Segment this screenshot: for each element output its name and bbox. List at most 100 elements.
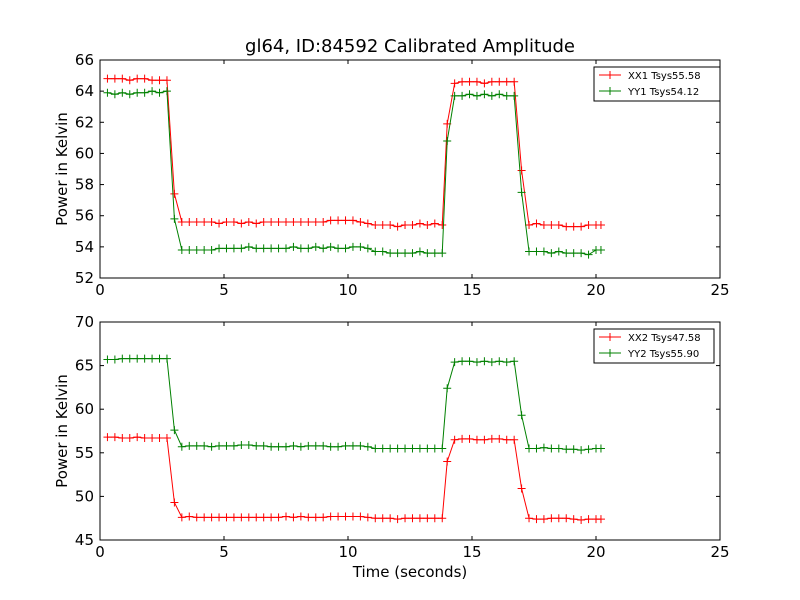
data-point xyxy=(430,444,439,453)
data-point xyxy=(401,249,410,258)
data-point xyxy=(237,244,246,253)
data-point xyxy=(423,221,432,230)
data-point xyxy=(371,221,380,230)
series-line-2 xyxy=(107,358,601,451)
data-point xyxy=(393,249,402,258)
data-point xyxy=(162,433,171,442)
y-tick-label: 50 xyxy=(75,487,94,505)
data-point xyxy=(378,247,387,256)
data-point xyxy=(133,88,142,97)
x-tick-label: 25 xyxy=(710,543,729,561)
data-point xyxy=(252,219,261,228)
data-point xyxy=(596,221,605,230)
data-point xyxy=(554,247,563,256)
data-point xyxy=(200,217,209,226)
data-point xyxy=(502,358,511,367)
data-point xyxy=(438,514,447,523)
data-point xyxy=(596,245,605,254)
data-point xyxy=(495,357,504,366)
data-point xyxy=(267,513,276,522)
data-point xyxy=(207,217,216,226)
data-point xyxy=(319,441,328,450)
data-point xyxy=(596,444,605,453)
data-point xyxy=(408,444,417,453)
data-point xyxy=(110,355,119,364)
legend-label: YY1 Tsys54.12 xyxy=(627,87,699,98)
data-point xyxy=(408,249,417,258)
data-point xyxy=(438,444,447,453)
data-point xyxy=(517,411,526,420)
data-point xyxy=(326,216,335,225)
data-point xyxy=(289,217,298,226)
data-point xyxy=(539,443,548,452)
data-point xyxy=(252,513,261,522)
data-point xyxy=(304,217,313,226)
data-point xyxy=(215,513,224,522)
data-point xyxy=(525,514,534,523)
data-point xyxy=(569,222,578,231)
data-point xyxy=(450,358,459,367)
data-point xyxy=(408,221,417,230)
data-point xyxy=(311,441,320,450)
data-point xyxy=(408,514,417,523)
data-point xyxy=(326,512,335,521)
data-point xyxy=(401,444,410,453)
data-point xyxy=(148,354,157,363)
data-point xyxy=(480,79,489,88)
y-tick-label: 60 xyxy=(75,400,94,418)
data-point xyxy=(577,249,586,258)
chart-title: gl64, ID:84592 Calibrated Amplitude xyxy=(245,36,575,57)
data-point xyxy=(569,515,578,524)
y-tick-label: 55 xyxy=(75,444,94,462)
x-tick-label: 20 xyxy=(586,281,605,299)
legend-label: YY2 Tsys55.90 xyxy=(627,349,699,360)
data-point xyxy=(487,91,496,100)
series-line-1 xyxy=(107,78,601,228)
data-point xyxy=(502,91,511,100)
x-tick-label: 20 xyxy=(586,543,605,561)
data-point xyxy=(480,435,489,444)
data-point xyxy=(237,513,246,522)
y-tick-label: 54 xyxy=(75,238,94,256)
data-point xyxy=(200,245,209,254)
data-point xyxy=(274,442,283,451)
data-point xyxy=(363,442,372,451)
data-point xyxy=(472,91,481,100)
x-tick-label: 10 xyxy=(338,281,357,299)
legend-box xyxy=(593,66,721,102)
data-point xyxy=(267,217,276,226)
legend-label: XX2 Tsys47.58 xyxy=(628,333,701,344)
y-tick-label: 65 xyxy=(75,357,94,375)
data-point xyxy=(532,515,541,524)
data-point xyxy=(371,444,380,453)
data-point xyxy=(103,74,112,83)
data-point xyxy=(430,219,439,228)
y-tick-label: 66 xyxy=(75,51,94,69)
data-point xyxy=(289,242,298,251)
data-point xyxy=(334,244,343,253)
data-point xyxy=(311,513,320,522)
data-point xyxy=(438,221,447,230)
data-point xyxy=(363,219,372,228)
data-point xyxy=(465,90,474,99)
data-point xyxy=(252,441,261,450)
data-point xyxy=(304,513,313,522)
legend-swatch-marker xyxy=(606,349,614,357)
data-point xyxy=(304,441,313,450)
data-point xyxy=(244,440,253,449)
data-point xyxy=(539,221,548,230)
data-point xyxy=(450,79,459,88)
data-point xyxy=(177,442,186,451)
data-point xyxy=(480,357,489,366)
data-point xyxy=(140,433,149,442)
data-point xyxy=(356,441,365,450)
data-point xyxy=(386,249,395,258)
data-point xyxy=(393,444,402,453)
data-point xyxy=(554,221,563,230)
data-point xyxy=(155,433,164,442)
data-point xyxy=(510,77,519,86)
data-point xyxy=(401,514,410,523)
data-point xyxy=(326,242,335,251)
data-point xyxy=(125,354,134,363)
